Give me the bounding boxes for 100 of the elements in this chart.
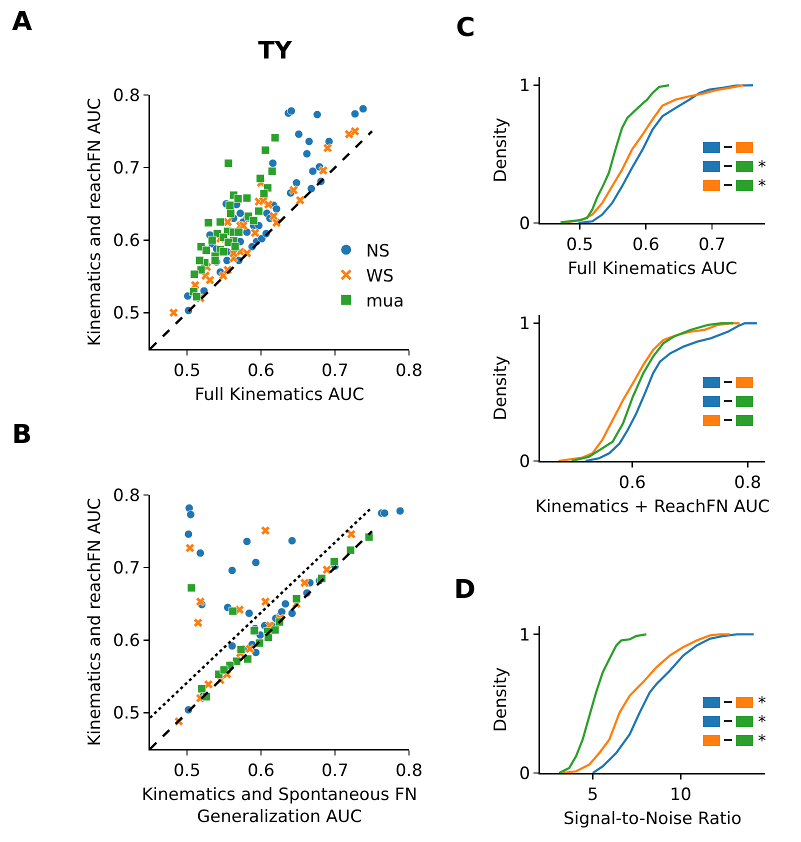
point bbox=[272, 218, 282, 228]
point bbox=[288, 536, 296, 545]
point bbox=[204, 680, 214, 690]
x-tick-label: 10 bbox=[670, 784, 692, 805]
line-series bbox=[592, 633, 755, 773]
point bbox=[196, 266, 206, 274]
x-tick-label: 0.5 bbox=[173, 760, 201, 781]
point bbox=[242, 194, 252, 202]
y-tick-label: 0.5 bbox=[113, 704, 140, 724]
annotation: * bbox=[758, 693, 766, 712]
chart-title: TY bbox=[258, 36, 292, 64]
point bbox=[249, 216, 258, 225]
point bbox=[245, 644, 255, 654]
point bbox=[350, 110, 360, 118]
point bbox=[187, 584, 196, 592]
y-tick-label: 1 bbox=[519, 314, 530, 334]
x-axis-title: Kinematics and Spontaneous FN Generalization AUC bbox=[142, 785, 418, 828]
point bbox=[185, 543, 195, 553]
point bbox=[396, 506, 404, 516]
y-tick-label: 0.7 bbox=[113, 158, 140, 179]
point bbox=[350, 126, 360, 136]
point bbox=[234, 194, 242, 204]
point bbox=[198, 684, 206, 694]
x-tick-label: 5 bbox=[587, 784, 598, 805]
point bbox=[260, 596, 270, 606]
y-tick-label: 0.5 bbox=[113, 304, 140, 324]
text: C bbox=[456, 13, 476, 43]
point bbox=[330, 558, 339, 566]
point bbox=[268, 166, 276, 176]
line-series bbox=[559, 84, 670, 223]
x-tick-label: 0.7 bbox=[698, 234, 726, 255]
point bbox=[196, 548, 205, 558]
y-axis-title: Kinematics and reachFN AUC bbox=[84, 498, 105, 746]
text: D bbox=[454, 575, 476, 605]
point bbox=[219, 248, 228, 256]
legend-label: NS bbox=[366, 241, 390, 262]
x-axis-title: Full Kinematics AUC bbox=[194, 385, 364, 406]
point bbox=[270, 626, 280, 634]
point bbox=[224, 238, 233, 247]
point bbox=[228, 642, 236, 650]
point bbox=[288, 185, 298, 195]
point bbox=[168, 308, 178, 318]
x-tick-label: 0.8 bbox=[395, 360, 423, 381]
point bbox=[312, 110, 322, 119]
point bbox=[202, 246, 210, 255]
point bbox=[228, 606, 238, 616]
point bbox=[216, 218, 225, 226]
point bbox=[184, 504, 194, 512]
point bbox=[226, 209, 235, 218]
y-axis-title: Density bbox=[491, 356, 512, 420]
y-tick-label: 0 bbox=[519, 764, 530, 784]
point bbox=[254, 206, 264, 216]
point bbox=[261, 146, 270, 154]
annotation: * bbox=[758, 712, 766, 731]
point bbox=[186, 510, 195, 519]
point bbox=[205, 275, 215, 285]
point bbox=[281, 600, 290, 608]
point bbox=[358, 104, 368, 114]
point bbox=[364, 532, 374, 542]
legend-label: WS bbox=[366, 266, 394, 286]
point bbox=[190, 270, 199, 278]
point bbox=[380, 508, 389, 518]
point bbox=[228, 566, 236, 575]
point bbox=[256, 174, 265, 183]
y-tick-label: 0 bbox=[519, 452, 530, 472]
point bbox=[250, 228, 260, 238]
point bbox=[196, 596, 206, 606]
x-tick-label: 0.6 bbox=[247, 360, 275, 381]
y-tick-label: 1 bbox=[519, 625, 530, 646]
point bbox=[300, 578, 310, 588]
point bbox=[307, 184, 316, 193]
y-tick-label: 1 bbox=[519, 76, 530, 96]
point bbox=[220, 666, 228, 674]
line-series bbox=[561, 633, 732, 773]
point bbox=[294, 130, 303, 138]
point bbox=[224, 158, 233, 168]
point bbox=[287, 106, 296, 116]
point bbox=[260, 526, 270, 536]
point bbox=[236, 209, 245, 218]
line-series bbox=[584, 322, 758, 461]
x-tick-label: 0.7 bbox=[321, 360, 349, 381]
annotation: * bbox=[758, 157, 766, 176]
annotation: * bbox=[758, 731, 766, 750]
point bbox=[204, 218, 213, 227]
point bbox=[195, 256, 204, 265]
point bbox=[242, 537, 252, 546]
y-tick-label: 0.8 bbox=[113, 86, 140, 106]
point bbox=[264, 200, 274, 210]
point bbox=[236, 645, 246, 654]
point bbox=[288, 609, 296, 618]
point bbox=[192, 292, 201, 301]
point bbox=[226, 201, 234, 210]
point bbox=[222, 217, 232, 227]
x-axis-title: Full Kinematics AUC bbox=[568, 259, 738, 280]
point bbox=[292, 594, 301, 604]
point bbox=[302, 150, 312, 158]
point bbox=[208, 236, 216, 244]
x-axis-title: Signal-to-Noise Ratio bbox=[563, 809, 742, 830]
point bbox=[268, 158, 278, 168]
x-tick-label: 0.8 bbox=[395, 760, 423, 781]
